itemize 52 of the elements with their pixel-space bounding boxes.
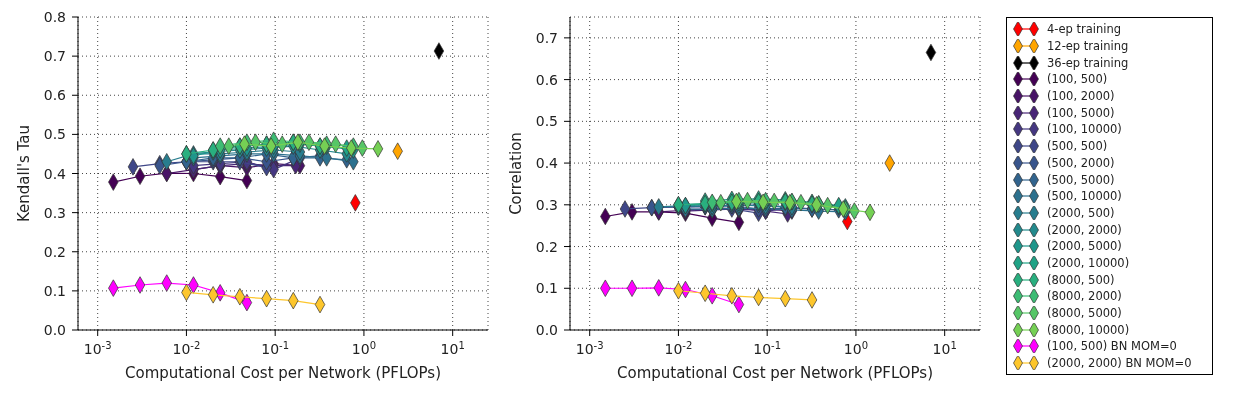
legend-label: (8000, 10000) [1047, 322, 1130, 337]
legend-label: (100, 2000) [1047, 89, 1115, 104]
y-axis-title: Kendall's Tau [15, 125, 34, 222]
y-tick-label: 0.6 [535, 71, 559, 88]
x-tick-label: 10$^{-1}$ [753, 339, 782, 357]
y-tick-label: 0.3 [535, 196, 558, 213]
y-tick-label: 0.3 [43, 204, 66, 221]
legend-label: (500, 5000) [1047, 172, 1115, 187]
legend-label: (100, 500) [1047, 72, 1108, 87]
x-tick-label: 10$^{0}$ [351, 339, 377, 357]
y-tick-label: 0.0 [43, 322, 66, 338]
y-tick-label: 0.5 [535, 113, 558, 130]
legend-label: (100, 5000) [1047, 105, 1115, 120]
legend-label: (500, 500) [1047, 139, 1108, 154]
y-tick-label: 0.0 [535, 322, 558, 338]
legend-label: (100, 500) BN MOM=0 [1047, 339, 1177, 354]
x-axis-title: Computational Cost per Network (PFLOPs) [616, 364, 934, 382]
legend-label: (100, 10000) [1047, 122, 1122, 137]
legend-label: (2000, 2000) BN MOM=0 [1047, 356, 1192, 371]
y-tick-label: 0.1 [43, 282, 66, 299]
y-tick-label: 0.2 [535, 238, 558, 255]
legend-label: (500, 10000) [1047, 189, 1122, 204]
y-tick-label: 0.4 [43, 165, 67, 182]
x-tick-label: 10$^{-2}$ [172, 339, 201, 357]
y-axis-title: Correlation [507, 132, 526, 215]
legend-label: 36-ep training [1047, 55, 1129, 70]
legend-label: (2000, 5000) [1047, 239, 1122, 254]
y-tick-label: 0.4 [535, 155, 559, 172]
x-tick-label: 10$^{-3}$ [575, 339, 604, 357]
y-tick-label: 0.1 [535, 280, 558, 297]
legend-label: (8000, 5000) [1047, 306, 1122, 321]
y-tick-label: 0.6 [43, 87, 67, 104]
x-tick-label: 10$^{1}$ [932, 339, 957, 357]
legend-label: (2000, 10000) [1047, 255, 1130, 270]
x-tick-label: 10$^{-3}$ [83, 339, 112, 357]
legend-label: (500, 2000) [1047, 155, 1115, 170]
y-tick-label: 0.5 [43, 126, 66, 143]
legend-label: (8000, 2000) [1047, 289, 1122, 304]
y-tick-label: 0.2 [43, 243, 66, 260]
y-tick-label: 0.7 [535, 29, 558, 46]
legend-label: (2000, 2000) [1047, 222, 1122, 237]
legend-label: (2000, 500) [1047, 205, 1115, 220]
x-tick-label: 10$^{-1}$ [261, 339, 290, 357]
legend-label: (8000, 500) [1047, 272, 1115, 287]
legend-label: 12-ep training [1047, 39, 1129, 54]
y-tick-label: 0.8 [43, 9, 66, 25]
x-tick-label: 10$^{1}$ [440, 339, 465, 357]
y-tick-label: 0.7 [43, 48, 66, 65]
legend-label: 4-ep training [1047, 22, 1122, 37]
x-tick-label: 10$^{0}$ [843, 339, 869, 357]
x-tick-label: 10$^{-2}$ [664, 339, 693, 357]
x-axis-title: Computational Cost per Network (PFLOPs) [124, 364, 442, 382]
